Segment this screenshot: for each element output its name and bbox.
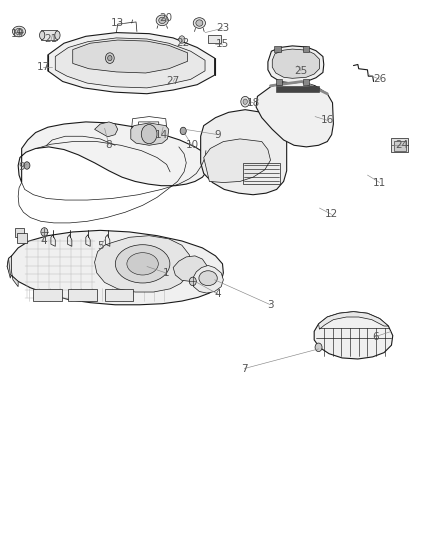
Polygon shape <box>55 38 205 88</box>
Text: 23: 23 <box>216 23 229 34</box>
Polygon shape <box>48 33 215 94</box>
Polygon shape <box>192 265 223 293</box>
Text: 26: 26 <box>373 75 386 84</box>
Text: 17: 17 <box>37 62 50 72</box>
Polygon shape <box>314 312 393 359</box>
Polygon shape <box>9 256 18 287</box>
Text: 22: 22 <box>177 38 190 48</box>
Polygon shape <box>268 46 324 83</box>
Circle shape <box>241 96 250 107</box>
Ellipse shape <box>156 15 168 26</box>
Ellipse shape <box>193 18 205 28</box>
Text: 4: 4 <box>40 236 47 246</box>
Ellipse shape <box>196 20 203 26</box>
Ellipse shape <box>159 17 166 23</box>
Ellipse shape <box>12 26 25 37</box>
Text: 14: 14 <box>155 130 168 140</box>
Circle shape <box>108 55 112 61</box>
Circle shape <box>189 277 196 286</box>
Bar <box>68 289 97 301</box>
Text: 18: 18 <box>247 98 260 108</box>
Ellipse shape <box>127 253 158 275</box>
Ellipse shape <box>39 31 45 39</box>
Text: 16: 16 <box>321 115 334 125</box>
Bar <box>33 289 62 301</box>
Text: 13: 13 <box>111 18 124 28</box>
Text: 5: 5 <box>97 241 103 251</box>
Bar <box>14 228 24 237</box>
Text: 9: 9 <box>215 130 222 140</box>
Bar <box>208 35 221 43</box>
Bar <box>105 289 133 301</box>
Text: 7: 7 <box>241 364 247 374</box>
Text: 6: 6 <box>372 332 378 342</box>
Text: 10: 10 <box>185 140 198 150</box>
Bar <box>276 86 319 92</box>
Text: 12: 12 <box>325 209 338 220</box>
Bar <box>276 79 282 85</box>
Circle shape <box>41 228 48 236</box>
Polygon shape <box>131 123 169 146</box>
Text: 1: 1 <box>162 268 169 278</box>
Bar <box>394 141 406 151</box>
Bar <box>17 233 27 243</box>
Polygon shape <box>173 256 207 281</box>
Circle shape <box>141 125 157 144</box>
Polygon shape <box>204 139 271 182</box>
Polygon shape <box>95 122 118 137</box>
Text: 24: 24 <box>395 140 408 150</box>
Bar <box>392 139 408 152</box>
Bar <box>303 79 309 85</box>
Circle shape <box>179 36 185 43</box>
Text: 8: 8 <box>106 140 112 150</box>
Ellipse shape <box>115 245 170 283</box>
Circle shape <box>180 127 186 135</box>
Ellipse shape <box>15 28 23 35</box>
Circle shape <box>24 162 30 169</box>
Text: 21: 21 <box>44 34 57 44</box>
Text: 4: 4 <box>215 289 222 299</box>
Text: 27: 27 <box>166 77 180 86</box>
Ellipse shape <box>55 31 60 39</box>
Text: 9: 9 <box>18 161 25 172</box>
Text: 3: 3 <box>267 300 274 310</box>
Polygon shape <box>201 110 287 195</box>
Text: 19: 19 <box>11 29 24 39</box>
Polygon shape <box>272 49 319 78</box>
Text: 20: 20 <box>159 13 172 23</box>
Polygon shape <box>18 122 209 185</box>
Text: 25: 25 <box>294 66 308 76</box>
Polygon shape <box>73 40 187 73</box>
Polygon shape <box>7 230 223 305</box>
Circle shape <box>315 343 322 352</box>
Bar <box>275 46 281 52</box>
Text: 15: 15 <box>216 39 229 49</box>
Bar <box>41 30 57 40</box>
Bar <box>303 46 309 52</box>
Text: 11: 11 <box>373 177 386 188</box>
Circle shape <box>243 99 247 104</box>
Ellipse shape <box>199 271 217 286</box>
Polygon shape <box>256 82 333 147</box>
Bar <box>243 163 280 184</box>
Circle shape <box>106 53 114 63</box>
Polygon shape <box>318 312 389 329</box>
Polygon shape <box>7 256 12 278</box>
Polygon shape <box>95 236 191 292</box>
